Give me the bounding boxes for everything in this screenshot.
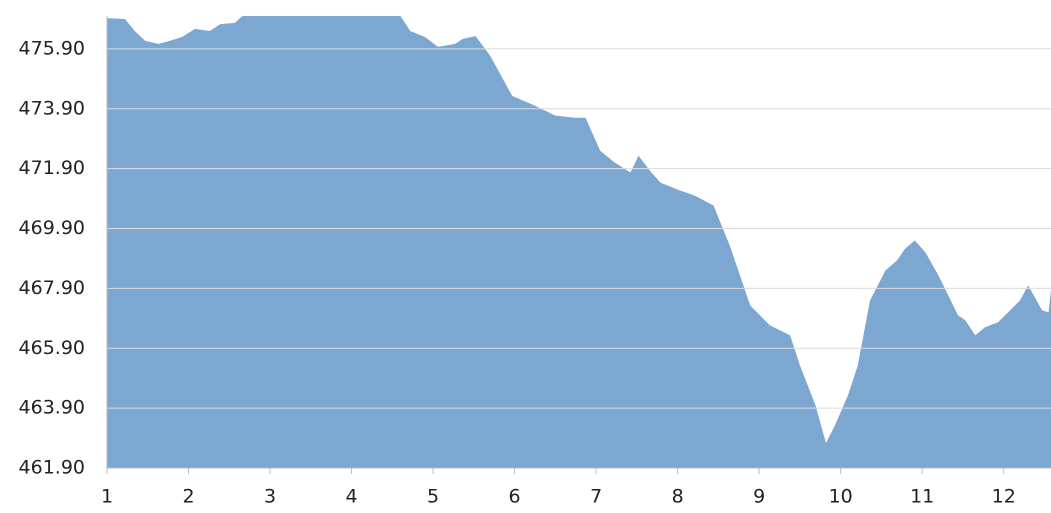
y-tick-label: 471.90	[19, 157, 85, 179]
y-tick-label: 461.90	[19, 457, 85, 479]
y-tick-label: 465.90	[19, 337, 85, 359]
x-tick-label: 4	[346, 486, 358, 508]
plot-area	[107, 16, 1051, 468]
x-tick-label: 5	[427, 486, 439, 508]
x-tick-label: 8	[672, 486, 684, 508]
x-tick-label: 12	[992, 486, 1016, 508]
y-tick-label: 475.90	[19, 37, 85, 59]
y-tick-label: 469.90	[19, 217, 85, 239]
x-tick-label: 6	[509, 486, 521, 508]
x-tick-label: 9	[753, 486, 765, 508]
x-tick-label: 2	[182, 486, 194, 508]
x-tick-label: 7	[590, 486, 602, 508]
x-tick-label: 11	[910, 486, 934, 508]
x-tick-label: 1	[101, 486, 113, 508]
x-tick-label: 3	[264, 486, 276, 508]
x-tick-label: 10	[829, 486, 853, 508]
area	[107, 16, 1051, 468]
y-tick-label: 467.90	[19, 277, 85, 299]
y-tick-label: 473.90	[19, 97, 85, 119]
y-tick-label: 463.90	[19, 397, 85, 419]
